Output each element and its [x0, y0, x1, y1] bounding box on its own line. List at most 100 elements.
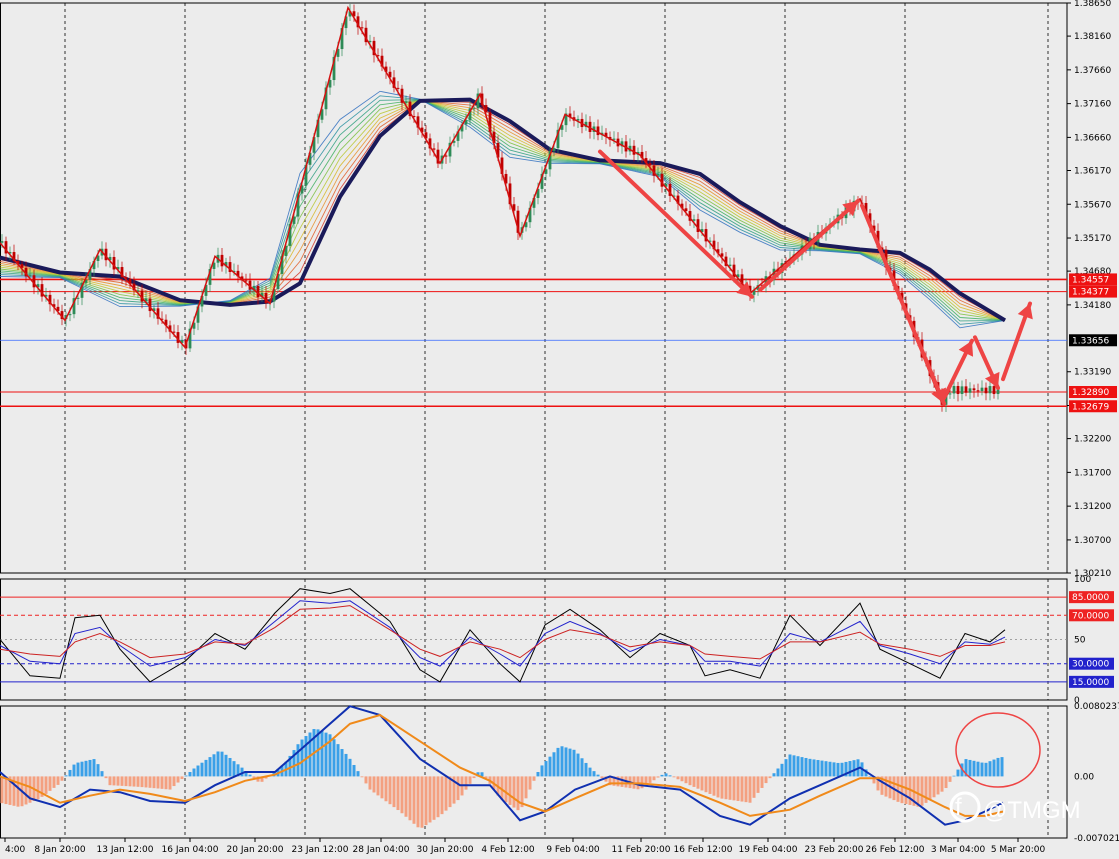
candle-body	[388, 71, 392, 78]
candle-body	[756, 285, 760, 290]
last-price-tag-label: 1.33656	[1072, 336, 1109, 346]
macd-histogram-bar	[936, 776, 940, 795]
level-tag-label: 1.32890	[1072, 388, 1109, 398]
level-tag-bg	[1069, 400, 1117, 413]
candle-body	[472, 108, 476, 110]
macd-histogram-bar	[412, 776, 416, 824]
macd-histogram-bar	[768, 776, 772, 779]
macd-histogram-bar	[764, 776, 768, 784]
macd-histogram-bar	[556, 747, 560, 777]
last-price-tag-bg	[1069, 334, 1117, 347]
candle-body	[136, 290, 140, 292]
macd-histogram-bar	[848, 761, 852, 777]
price-y-tick-label: 1.32200	[1074, 435, 1111, 445]
candle-body	[980, 387, 984, 392]
stoch-level-tag-label: 30.0000	[1072, 660, 1109, 670]
candle-body	[356, 16, 360, 28]
candle-body	[952, 386, 956, 394]
candle-body	[44, 294, 48, 297]
trend-arrow-head	[984, 371, 1000, 388]
macd-y-tick-label: -0.007021	[1074, 834, 1119, 844]
candle-body	[200, 295, 204, 307]
candle-body	[716, 249, 720, 254]
level-price-tag: 1.34557	[1069, 273, 1117, 286]
x-tick-label: 26 Feb 12:00	[865, 845, 924, 855]
macd-histogram-bar	[952, 775, 956, 777]
macd-histogram-bar	[596, 774, 600, 777]
candle-body	[212, 262, 216, 269]
macd-histogram-bar	[668, 775, 672, 777]
macd-histogram-bar	[640, 776, 644, 789]
price-y-tick-label: 1.33190	[1074, 368, 1111, 378]
macd-histogram-bar	[328, 734, 332, 777]
macd-histogram-bar	[708, 776, 712, 794]
macd-histogram-bar	[696, 776, 700, 789]
candle-body	[688, 211, 692, 221]
macd-histogram-bar	[44, 776, 48, 794]
trend-arrow-head	[842, 200, 858, 217]
macd-histogram-bar	[332, 739, 336, 777]
macd-histogram-bar	[304, 736, 308, 777]
macd-histogram-bar	[104, 776, 108, 779]
candle-body	[192, 322, 196, 329]
candle-body	[612, 138, 616, 140]
candle-body	[52, 304, 56, 307]
macd-histogram-bar	[736, 776, 740, 801]
macd-histogram-bar	[52, 776, 56, 788]
macd-histogram-bar	[728, 776, 732, 800]
candle-body	[648, 163, 652, 166]
macd-histogram-bar	[40, 776, 44, 797]
candle-body	[772, 268, 776, 281]
macd-histogram-bar	[684, 776, 688, 784]
candle-body	[660, 173, 664, 187]
candle-body	[504, 173, 508, 184]
candle-body	[776, 268, 780, 273]
candle-body	[540, 173, 544, 189]
macd-histogram-bar	[548, 756, 552, 777]
macd-histogram-bar	[364, 776, 368, 784]
candle-body	[4, 241, 8, 254]
candle-body	[108, 256, 112, 261]
candle-body	[252, 285, 256, 290]
macd-histogram-bar	[368, 776, 372, 790]
macd-histogram-bar	[92, 759, 96, 777]
candle-body	[232, 270, 236, 272]
macd-histogram-bar	[400, 776, 404, 814]
macd-histogram-bar	[224, 754, 228, 777]
macd-histogram-bar	[760, 776, 764, 788]
candle-body	[296, 193, 300, 217]
candle-body	[484, 105, 488, 113]
macd-histogram-bar	[956, 769, 960, 777]
macd-histogram-bar	[480, 772, 484, 777]
macd-histogram-bar	[252, 776, 256, 779]
stochastic-panel[interactable]	[0, 588, 1067, 683]
candle-body	[724, 256, 728, 266]
candle-body	[124, 277, 128, 279]
candle-body	[56, 306, 60, 312]
macd-histogram-bar	[800, 757, 804, 777]
price-y-tick-label: 1.38650	[1074, 0, 1111, 9]
candle-body	[348, 11, 352, 17]
stoch-series-line	[0, 600, 1006, 667]
macd-histogram-bar	[484, 776, 488, 779]
macd-histogram-bar	[472, 776, 476, 779]
price-panel[interactable]	[0, 4, 1067, 412]
candle-body	[740, 274, 744, 287]
candle-body	[280, 256, 284, 274]
macd-histogram-bar	[196, 765, 200, 777]
candle-body	[376, 55, 380, 57]
x-tick-label: 11 Feb 20:00	[611, 845, 670, 855]
candle-body	[532, 197, 536, 208]
stoch-level-tag-bg	[1069, 591, 1114, 604]
stoch-level-tag-bg	[1069, 657, 1114, 670]
candle-body	[872, 225, 876, 231]
macd-histogram-bar	[432, 776, 436, 820]
macd-histogram-bar	[904, 776, 908, 805]
candle-body	[0, 241, 4, 243]
macd-histogram-bar	[576, 753, 580, 777]
macd-histogram-bar	[604, 776, 608, 782]
macd-histogram-bar	[116, 776, 120, 786]
macd-panel[interactable]	[0, 705, 1041, 828]
candle-body	[508, 183, 512, 205]
